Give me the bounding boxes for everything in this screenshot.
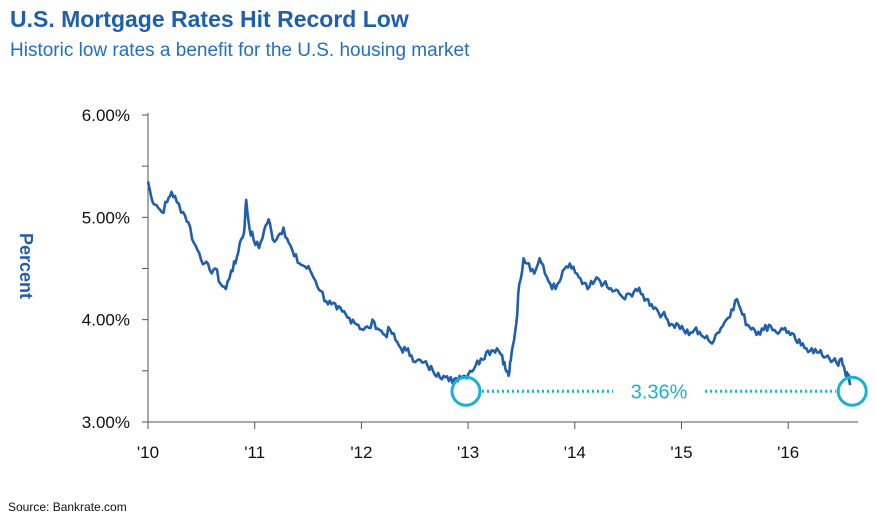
x-tick-label: '14 — [564, 443, 586, 462]
plot-area — [146, 181, 852, 386]
axes: 6.00% 5.00% 4.00% 3.00% '10 '11 '12 '13 '14 '15 '1… — [82, 106, 858, 462]
y-tick-label: 4.00% — [82, 311, 130, 330]
x-tick-label: '13 — [457, 443, 479, 462]
rate-series-line — [146, 181, 852, 386]
chart-subtitle: Historic low rates a benefit for the U.S… — [10, 40, 470, 61]
chart-title: U.S. Mortgage Rates Hit Record Low — [10, 6, 409, 32]
x-tick-label: '16 — [777, 443, 799, 462]
y-tick-label: 6.00% — [82, 106, 130, 125]
low-marker-2016 — [836, 375, 868, 407]
low-marker-2012 — [450, 375, 482, 407]
y-tick-label: 3.00% — [82, 413, 130, 432]
y-axis-label: Percent — [16, 233, 36, 299]
x-tick-label: '11 — [244, 443, 265, 462]
x-tick-label: '10 — [137, 443, 159, 462]
x-tick-label: '12 — [350, 443, 372, 462]
line-chart: Percent 6.00% 5.00% 4.00% 3.00% '10 '11 '12 '13… — [16, 106, 868, 462]
y-tick-label: 5.00% — [82, 208, 130, 227]
source-note: Source: Bankrate.com — [8, 500, 127, 514]
annotation-layer: 3.36% — [450, 375, 868, 407]
low-rate-label: 3.36% — [631, 381, 688, 403]
x-tick-label: '15 — [670, 443, 692, 462]
